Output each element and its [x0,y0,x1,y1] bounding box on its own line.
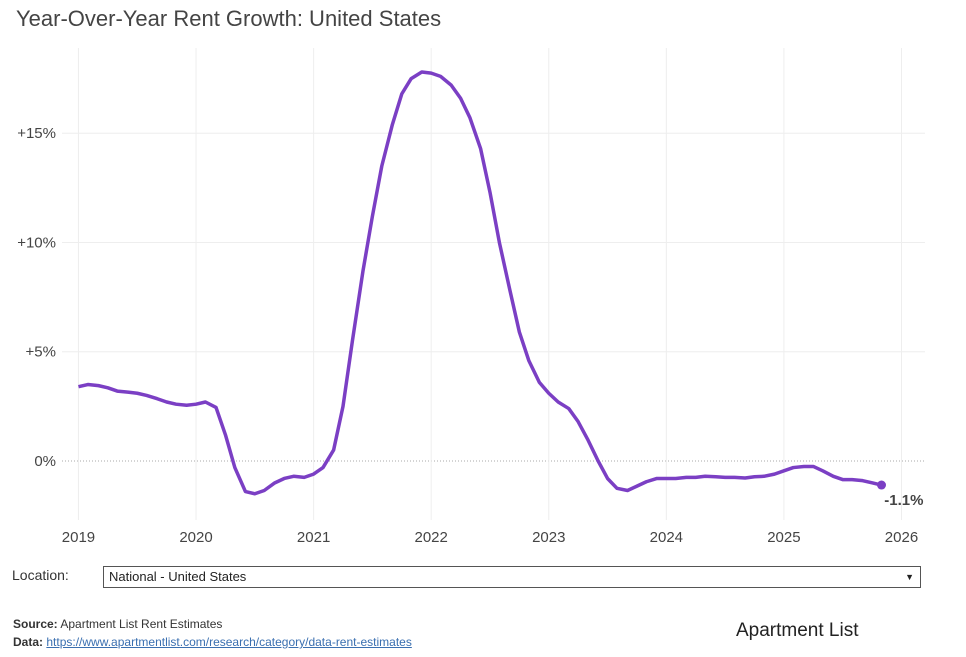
source-line: Source: Apartment List Rent Estimates [13,617,222,631]
data-link[interactable]: https://www.apartmentlist.com/research/c… [46,635,412,649]
x-tick-label: 2023 [532,529,565,546]
chart: Year-Over-Year Rent Growth: United State… [16,6,925,546]
line [78,70,882,496]
data-line: Data: https://www.apartmentlist.com/rese… [13,635,412,649]
x-tick-label: 2026 [885,529,918,546]
chart-title: Year-Over-Year Rent Growth: United State… [16,6,441,31]
y-tick-label: 0% [34,453,56,470]
data-key: Data: [13,635,44,649]
y-tick-label: +10% [17,234,56,251]
end-point [876,480,886,490]
y-tick-label: +5% [26,344,56,361]
location-select[interactable]: National - United States ▼ [103,566,921,588]
location-value: National - United States [109,569,247,584]
location-label: Location: [12,567,69,583]
dropdown-arrow: ▼ [905,572,914,582]
x-tick-label: 2019 [62,529,95,546]
source-key: Source: [13,617,58,631]
source-text: Apartment List Rent Estimates [60,617,223,631]
x-tick-label: 2025 [767,529,800,546]
value-label: -1.1% [884,492,923,509]
logo: Apartment List [736,620,859,641]
x-tick-label: 2021 [297,529,330,546]
x-tick-label: 2022 [414,529,447,546]
x-tick-label: 2024 [650,529,683,546]
x-tick-label: 2020 [179,529,212,546]
y-tick-label: +15% [17,125,56,142]
